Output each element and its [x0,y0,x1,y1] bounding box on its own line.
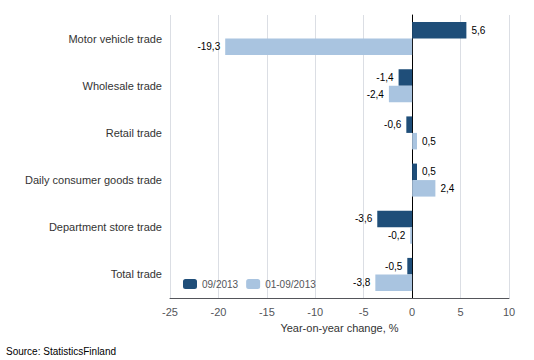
svg-text:0,5: 0,5 [422,166,436,177]
svg-text:-2,4: -2,4 [367,89,385,100]
svg-text:-0,2: -0,2 [388,230,406,241]
svg-text:-1,4: -1,4 [376,72,394,83]
svg-text:01-09/2013: 01-09/2013 [265,279,316,290]
svg-text:-3,6: -3,6 [355,213,373,224]
svg-text:Source: StatisticsFinland: Source: StatisticsFinland [6,346,116,357]
svg-text:-3,8: -3,8 [353,277,371,288]
svg-text:-10: -10 [307,306,323,318]
svg-text:2,4: 2,4 [440,183,454,194]
svg-text:5,6: 5,6 [471,25,485,36]
svg-text:10: 10 [503,306,515,318]
svg-text:-25: -25 [162,306,178,318]
svg-text:Department store trade: Department store trade [49,221,162,233]
svg-text:-19,3: -19,3 [197,41,220,52]
svg-text:Retail trade: Retail trade [106,127,162,139]
svg-text:0,5: 0,5 [422,136,436,147]
svg-text:5: 5 [458,306,464,318]
svg-text:Motor vehicle trade: Motor vehicle trade [68,33,162,45]
svg-text:Total trade: Total trade [111,268,162,280]
svg-text:Year-on-year change, %: Year-on-year change, % [280,322,398,334]
svg-text:-15: -15 [259,306,275,318]
svg-text:-0,6: -0,6 [384,119,402,130]
svg-text:-0,5: -0,5 [385,261,403,272]
svg-text:09/2013: 09/2013 [202,279,239,290]
svg-text:Daily consumer goods trade: Daily consumer goods trade [25,174,162,186]
svg-text:-20: -20 [210,306,226,318]
svg-text:Wholesale trade: Wholesale trade [83,80,163,92]
svg-text:-5: -5 [359,306,369,318]
svg-text:0: 0 [409,306,415,318]
